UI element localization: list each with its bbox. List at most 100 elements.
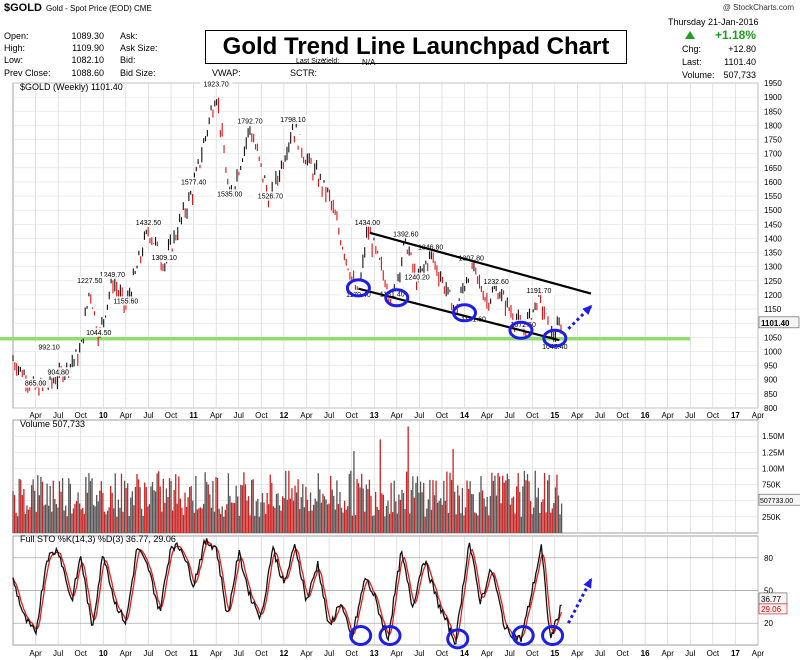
open-value: 1089.30 — [71, 31, 104, 41]
price-label-bg — [82, 327, 115, 337]
price-label-bg — [254, 191, 287, 201]
volume-value: 507,733 — [723, 70, 756, 80]
x-tick-label: 10 — [99, 411, 108, 420]
y-tick-label: 900 — [764, 376, 778, 385]
high-label: High: — [4, 43, 26, 53]
price-label-bg — [414, 242, 447, 252]
stochastic-highlight-circle — [511, 625, 535, 647]
stochastic-arrow-shaft — [567, 578, 593, 624]
chg-value: +12.80 — [728, 44, 756, 54]
x-tick-label: Jul — [234, 411, 244, 420]
low-label: Low: — [4, 55, 24, 65]
price-label-bg — [44, 367, 73, 377]
price-frame — [12, 82, 759, 409]
x-tick-label: Apr — [571, 411, 584, 420]
x-tick-label: Jul — [53, 411, 63, 420]
price-label-bg — [132, 218, 165, 228]
x-tick-label: Oct — [75, 411, 88, 420]
price-label-bg — [35, 342, 64, 352]
lower-trend-line — [358, 287, 560, 342]
x-tick-label: 11 — [189, 649, 198, 658]
stochastic-arrow-head — [583, 577, 592, 589]
y-tick-label: 1850 — [764, 107, 782, 116]
y-tick-label: 1.00M — [762, 464, 785, 473]
y-tick-label: 250K — [762, 513, 781, 522]
highlight-circle — [542, 328, 568, 348]
price-label-bg — [213, 189, 246, 199]
x-tick-label: Oct — [165, 411, 178, 420]
price-label: 1307.80 — [459, 255, 484, 262]
price-label-bg — [200, 79, 233, 89]
price-label: 1535.00 — [217, 191, 242, 198]
ask-label: Ask: — [120, 31, 138, 41]
x-tick-label: Jul — [414, 411, 424, 420]
prev-close-value: 1088.60 — [71, 68, 104, 78]
x-tick-label: Oct — [616, 411, 629, 420]
x-tick-label: Oct — [526, 411, 539, 420]
y-tick-label: 1900 — [764, 93, 782, 102]
annotation-title-box: Gold Trend Line Launchpad Chart — [205, 30, 627, 64]
y-tick-label: 1600 — [764, 178, 782, 187]
x-tick-label: 11 — [189, 411, 198, 420]
high-value: 1109.90 — [72, 43, 104, 53]
price-label: 1232.60 — [483, 279, 508, 286]
y-tick-label: 950 — [764, 362, 778, 371]
x-tick-label: 16 — [641, 649, 650, 658]
last-volume-tag — [758, 493, 800, 506]
price-label-bg — [455, 253, 488, 263]
y-tick-label: 1200 — [764, 291, 782, 300]
x-tick-label: Apr — [300, 411, 313, 420]
highlight-circle — [345, 278, 371, 298]
volume-panel-title: Volume 507,733 — [20, 419, 85, 429]
y-tick-label: 1000 — [764, 347, 782, 356]
x-tick-label: Jul — [595, 649, 605, 658]
x-tick-label: Oct — [436, 411, 449, 420]
upper-trend-line — [369, 231, 592, 295]
y-tick-label: 1450 — [764, 220, 782, 229]
price-label: 1432.50 — [136, 220, 161, 227]
price-label: 1191.70 — [527, 288, 552, 295]
x-tick-label: Apr — [29, 411, 42, 420]
x-tick-label: Oct — [255, 411, 268, 420]
up-triangle-icon — [685, 31, 695, 39]
last-d-tag-label: 29.06 — [761, 605, 782, 614]
x-tick-label: Apr — [210, 649, 223, 658]
y-tick-label: 20 — [764, 619, 773, 628]
x-tick-label: Apr — [300, 649, 313, 658]
x-tick-label: 17 — [731, 411, 740, 420]
x-tick-label: 10 — [99, 649, 108, 658]
last-size-label: Last Size: — [296, 58, 327, 65]
x-tick-label: Apr — [391, 411, 404, 420]
x-tick-label: Apr — [481, 411, 494, 420]
price-label: 1249.70 — [100, 272, 125, 279]
price-label-bg — [109, 296, 142, 306]
y-tick-label: 80 — [764, 554, 773, 563]
y-tick-label: 1300 — [764, 263, 782, 272]
x-tick-label: Oct — [165, 649, 178, 658]
last-label: Last: — [682, 57, 702, 67]
low-value: 1082.10 — [71, 55, 104, 65]
price-label-bg — [507, 319, 540, 329]
x-tick-label: Apr — [661, 649, 674, 658]
stochastic-panel-title: Full STO %K(14,3) %D(3) 36.77, 29.06 — [20, 534, 176, 544]
x-tick-label: Jul — [234, 649, 244, 658]
y-tick-label: 1800 — [764, 121, 782, 130]
x-tick-label: Oct — [436, 649, 449, 658]
y-tick-label: 750K — [762, 481, 781, 490]
x-tick-label: Apr — [120, 411, 133, 420]
y-tick-label: 850 — [764, 390, 778, 399]
y-tick-label: 1350 — [764, 249, 782, 258]
price-label-bg — [401, 272, 434, 282]
price-label: 904.80 — [47, 369, 69, 376]
date-label: Thursday 21-Jan-2016 — [668, 17, 759, 27]
x-tick-label: Oct — [75, 649, 88, 658]
x-tick-label: Apr — [210, 411, 223, 420]
vwap-label: VWAP: — [212, 68, 241, 78]
x-tick-label: 15 — [550, 411, 559, 420]
chg-label: Chg: — [682, 44, 702, 54]
last-k-tag-label: 36.77 — [761, 595, 782, 604]
price-label-bg — [148, 253, 181, 263]
x-tick-label: 12 — [279, 411, 288, 420]
stochastic-k-line — [12, 538, 562, 645]
